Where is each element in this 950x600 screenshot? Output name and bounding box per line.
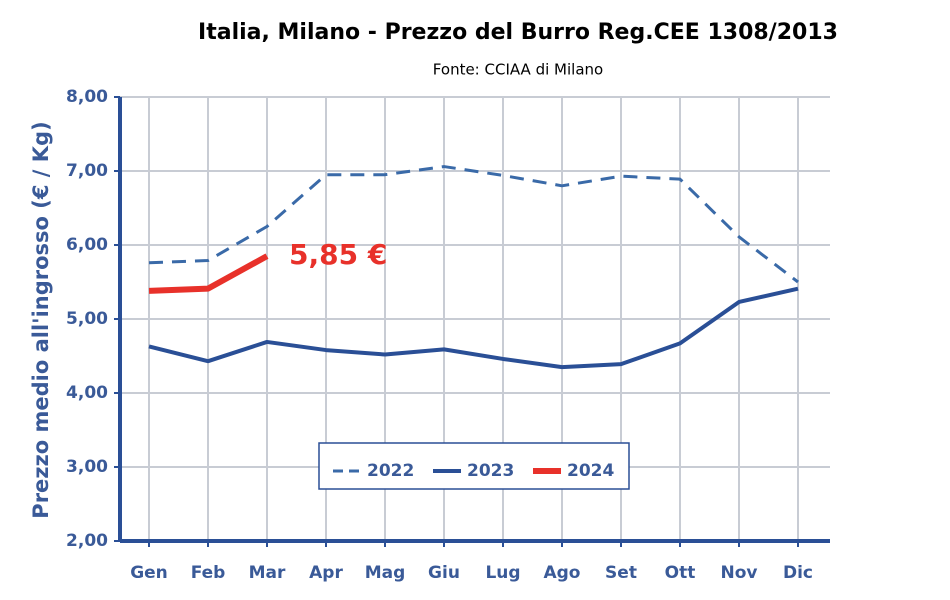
y-tick-label: 4,00 — [66, 383, 108, 403]
x-tick-label: Mag — [365, 563, 406, 583]
y-tick-label: 3,00 — [66, 457, 108, 477]
x-tick-label: Apr — [309, 563, 343, 583]
x-tick-label: Nov — [721, 563, 758, 583]
chart-subtitle: Fonte: CCIAA di Milano — [433, 61, 603, 79]
y-tick-label: 2,00 — [66, 531, 108, 551]
y-tick-label: 5,00 — [66, 309, 108, 329]
legend-label: 2023 — [467, 461, 514, 481]
y-axis-label: Prezzo medio all'ingrosso (€ / Kg) — [29, 121, 53, 518]
x-tick-label: Gen — [130, 563, 168, 583]
x-tick-label: Dic — [783, 563, 813, 583]
series-line — [148, 165, 799, 284]
x-tick-label: Ott — [665, 563, 696, 583]
x-tick-label: Giu — [428, 563, 460, 583]
x-tick-label: Ago — [543, 563, 580, 583]
legend-box — [318, 442, 630, 490]
y-tick-label: 7,00 — [66, 161, 108, 181]
legend-label: 2022 — [367, 461, 414, 481]
y-tick-label: 8,00 — [66, 87, 108, 107]
x-tick-label: Feb — [191, 563, 226, 583]
legend-label: 2024 — [567, 461, 614, 481]
chart-title: Italia, Milano - Prezzo del Burro Reg.CE… — [198, 20, 838, 45]
annotation: 5,85 € — [289, 238, 387, 271]
series-line — [148, 286, 799, 370]
x-tick-label: Set — [605, 563, 637, 583]
x-tick-label: Lug — [485, 563, 520, 583]
series-line — [148, 253, 269, 294]
x-tick-label: Mar — [249, 563, 286, 583]
y-tick-label: 6,00 — [66, 235, 108, 255]
